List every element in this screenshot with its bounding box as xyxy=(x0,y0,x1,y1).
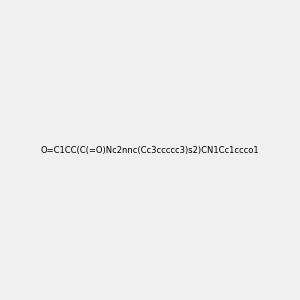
Text: O=C1CC(C(=O)Nc2nnc(Cc3ccccc3)s2)CN1Cc1ccco1: O=C1CC(C(=O)Nc2nnc(Cc3ccccc3)s2)CN1Cc1cc… xyxy=(41,146,259,154)
